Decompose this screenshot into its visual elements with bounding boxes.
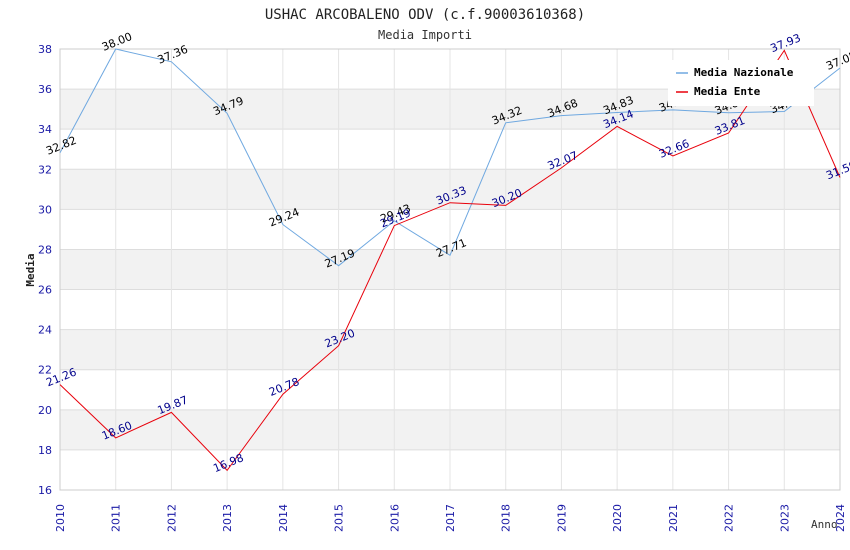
x-tick-label: 2014 <box>277 504 290 532</box>
series-lines <box>59 48 841 472</box>
series-line-ente <box>59 49 841 472</box>
y-tick-label: 24 <box>38 324 52 337</box>
x-tick-label: 2011 <box>110 504 123 532</box>
x-tick-label: 2016 <box>388 504 401 532</box>
legend-box <box>668 60 814 106</box>
x-tick-label: 2010 <box>54 504 67 532</box>
legend-label-nazionale: Media Nazionale <box>694 66 794 79</box>
x-tick-label: 2013 <box>221 504 234 532</box>
x-tick-label: 2012 <box>165 504 178 532</box>
y-tick-label: 30 <box>38 203 52 216</box>
x-tick-label: 2020 <box>611 504 624 532</box>
y-tick-label: 36 <box>38 83 52 96</box>
x-tick-label: 2019 <box>555 504 568 532</box>
x-tick-label: 2023 <box>778 504 791 532</box>
y-axis-ticks: 16 18 20 22 24 26 28 30 32 34 36 38 <box>38 43 52 497</box>
y-tick-label: 16 <box>38 484 52 497</box>
y-tick-label: 38 <box>38 43 52 56</box>
x-axis-ticks: 2010 2011 2012 2013 2014 2015 2016 2017 2018 2019… <box>54 504 847 532</box>
series-line-nazionale <box>59 48 841 267</box>
x-tick-label: 2017 <box>444 504 457 532</box>
plot-area-border <box>59 48 841 491</box>
x-axis-label: Anno <box>811 518 838 531</box>
y-tick-label: 26 <box>38 284 52 297</box>
x-tick-label: 2021 <box>667 504 680 532</box>
y-tick-label: 28 <box>38 243 52 256</box>
x-tick-label: 2018 <box>500 504 513 532</box>
legend-label-ente: Media Ente <box>694 85 761 98</box>
y-tick-label: 20 <box>38 404 52 417</box>
y-tick-label: 34 <box>38 123 52 136</box>
y-tick-label: 22 <box>38 364 52 377</box>
x-tick-label: 2022 <box>723 504 736 532</box>
chart-title: USHAC ARCOBALENO ODV (c.f.90003610368) <box>265 7 585 23</box>
x-tick-label: 2024 <box>834 504 847 532</box>
x-tick-label: 2015 <box>333 504 346 532</box>
legend: Media Nazionale Media Ente <box>668 60 814 106</box>
y-tick-label: 32 <box>38 163 52 176</box>
y-tick-label: 18 <box>38 444 52 457</box>
y-axis-label: Media <box>24 253 37 286</box>
chart-subtitle: Media Importi <box>378 28 472 42</box>
